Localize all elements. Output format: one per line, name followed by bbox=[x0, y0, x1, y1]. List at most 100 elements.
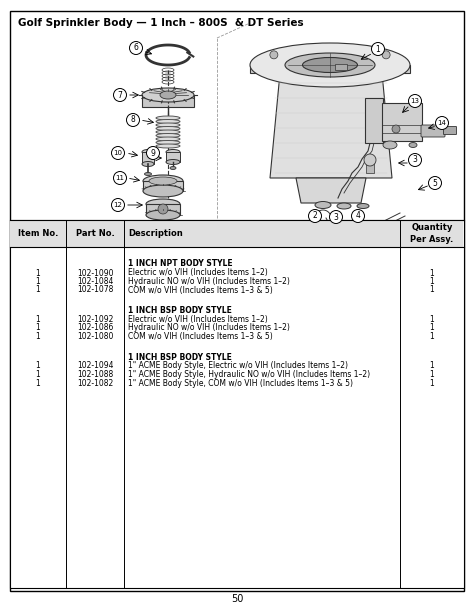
Ellipse shape bbox=[166, 159, 180, 164]
Bar bbox=[143, 181, 183, 191]
Circle shape bbox=[113, 88, 127, 102]
Text: 14: 14 bbox=[438, 120, 447, 126]
Circle shape bbox=[352, 210, 365, 223]
Text: 1: 1 bbox=[36, 315, 40, 324]
Ellipse shape bbox=[156, 126, 180, 131]
Ellipse shape bbox=[315, 202, 331, 208]
Text: Item No.: Item No. bbox=[18, 229, 58, 238]
Text: 1: 1 bbox=[36, 324, 40, 332]
Bar bbox=[146, 204, 180, 215]
Text: 3: 3 bbox=[412, 156, 418, 164]
Circle shape bbox=[111, 147, 125, 159]
Text: 1 INCH BSP BODY STYLE: 1 INCH BSP BODY STYLE bbox=[128, 306, 232, 315]
Text: 1 INCH NPT BODY STYLE: 1 INCH NPT BODY STYLE bbox=[128, 259, 233, 268]
Circle shape bbox=[158, 204, 168, 214]
Bar bbox=[10, 221, 464, 246]
Text: 1: 1 bbox=[36, 332, 40, 341]
Ellipse shape bbox=[156, 123, 180, 127]
Ellipse shape bbox=[302, 58, 357, 72]
Circle shape bbox=[329, 210, 343, 224]
Text: Electric w/o VIH (Includes Items 1–2): Electric w/o VIH (Includes Items 1–2) bbox=[128, 315, 268, 324]
Circle shape bbox=[382, 51, 390, 59]
Ellipse shape bbox=[142, 88, 194, 102]
Polygon shape bbox=[296, 178, 366, 203]
Polygon shape bbox=[270, 73, 392, 178]
Text: 1: 1 bbox=[429, 332, 434, 341]
Text: COM w/o VIH (Includes Items 1–3 & 5): COM w/o VIH (Includes Items 1–3 & 5) bbox=[128, 332, 273, 341]
Ellipse shape bbox=[170, 167, 176, 170]
Ellipse shape bbox=[166, 150, 180, 154]
Text: 1: 1 bbox=[36, 370, 40, 379]
Ellipse shape bbox=[160, 91, 176, 99]
Ellipse shape bbox=[250, 43, 410, 87]
Ellipse shape bbox=[145, 172, 152, 175]
Circle shape bbox=[409, 94, 421, 107]
Ellipse shape bbox=[156, 120, 180, 123]
Text: 5: 5 bbox=[433, 178, 438, 188]
Text: 1: 1 bbox=[429, 286, 434, 294]
Text: 1: 1 bbox=[429, 315, 434, 324]
Ellipse shape bbox=[337, 203, 351, 209]
Bar bbox=[10, 220, 464, 588]
Ellipse shape bbox=[156, 134, 180, 137]
Text: Hydraulic NO w/o VIH (Includes Items 1–2): Hydraulic NO w/o VIH (Includes Items 1–2… bbox=[128, 324, 290, 332]
Circle shape bbox=[428, 177, 441, 189]
Ellipse shape bbox=[143, 185, 183, 197]
Text: COM w/o VIH (Includes Items 1–3 & 5): COM w/o VIH (Includes Items 1–3 & 5) bbox=[128, 286, 273, 294]
Circle shape bbox=[146, 147, 159, 159]
Ellipse shape bbox=[357, 204, 369, 208]
Ellipse shape bbox=[285, 53, 375, 77]
Text: 1: 1 bbox=[36, 277, 40, 286]
Text: 8: 8 bbox=[131, 115, 136, 124]
Text: 6: 6 bbox=[134, 44, 138, 53]
Circle shape bbox=[372, 42, 384, 56]
Circle shape bbox=[436, 116, 448, 129]
Text: 1: 1 bbox=[429, 324, 434, 332]
Text: 102-1086: 102-1086 bbox=[77, 324, 113, 332]
Text: 1: 1 bbox=[36, 268, 40, 278]
Text: 13: 13 bbox=[410, 98, 419, 104]
FancyBboxPatch shape bbox=[421, 125, 445, 137]
Text: 102-1090: 102-1090 bbox=[77, 268, 113, 278]
Text: 1: 1 bbox=[429, 362, 434, 370]
Text: 1: 1 bbox=[429, 268, 434, 278]
Bar bbox=[335, 64, 347, 70]
Circle shape bbox=[364, 154, 376, 166]
Ellipse shape bbox=[156, 116, 180, 120]
Ellipse shape bbox=[409, 142, 417, 148]
FancyBboxPatch shape bbox=[382, 103, 422, 141]
Ellipse shape bbox=[156, 140, 180, 145]
Circle shape bbox=[127, 113, 139, 126]
Ellipse shape bbox=[149, 177, 177, 185]
Ellipse shape bbox=[142, 161, 154, 167]
Text: 3: 3 bbox=[334, 213, 338, 221]
Ellipse shape bbox=[383, 141, 397, 149]
Bar bbox=[365, 98, 383, 143]
Text: 1 INCH BSP BODY STYLE: 1 INCH BSP BODY STYLE bbox=[128, 352, 232, 362]
Circle shape bbox=[270, 51, 278, 59]
Text: Hydraulic NO w/o VIH (Includes Items 1–2): Hydraulic NO w/o VIH (Includes Items 1–2… bbox=[128, 277, 290, 286]
Text: 102-1082: 102-1082 bbox=[77, 378, 113, 387]
Text: 1" ACME Body Style, Hydraulic NO w/o VIH (Includes Items 1–2): 1" ACME Body Style, Hydraulic NO w/o VIH… bbox=[128, 370, 370, 379]
Text: 1: 1 bbox=[36, 286, 40, 294]
Polygon shape bbox=[250, 65, 410, 73]
Text: 7: 7 bbox=[118, 91, 122, 99]
Text: 102-1080: 102-1080 bbox=[77, 332, 113, 341]
Text: Description: Description bbox=[128, 229, 183, 238]
Text: Electric w/o VIH (Includes Items 1–2): Electric w/o VIH (Includes Items 1–2) bbox=[128, 268, 268, 278]
Circle shape bbox=[392, 125, 400, 133]
Text: 102-1078: 102-1078 bbox=[77, 286, 113, 294]
Bar bbox=[166, 152, 180, 162]
Text: 1: 1 bbox=[36, 378, 40, 387]
Circle shape bbox=[309, 210, 321, 223]
Ellipse shape bbox=[146, 199, 180, 209]
Text: Golf Sprinkler Body — 1 Inch – 800S  & DT Series: Golf Sprinkler Body — 1 Inch – 800S & DT… bbox=[18, 18, 304, 28]
Text: 1" ACME Body Style, COM w/o VIH (Includes Items 1–3 & 5): 1" ACME Body Style, COM w/o VIH (Include… bbox=[128, 378, 353, 387]
Text: 12: 12 bbox=[114, 202, 122, 208]
Text: Quantity
Per Assy.: Quantity Per Assy. bbox=[410, 224, 454, 243]
Polygon shape bbox=[142, 95, 194, 107]
Ellipse shape bbox=[142, 150, 154, 154]
Ellipse shape bbox=[156, 130, 180, 134]
Text: 102-1084: 102-1084 bbox=[77, 277, 113, 286]
Circle shape bbox=[409, 153, 421, 167]
